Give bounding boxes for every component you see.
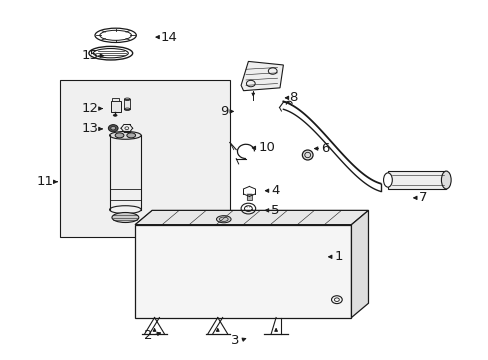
Text: 9: 9 [220, 105, 228, 118]
Ellipse shape [126, 133, 135, 138]
Bar [111, 102, 120, 112]
Bar [246, 194, 251, 201]
Ellipse shape [441, 171, 450, 189]
Text: 5: 5 [271, 204, 279, 217]
Text: 7: 7 [418, 192, 426, 204]
Ellipse shape [383, 173, 391, 187]
Ellipse shape [108, 125, 118, 132]
Polygon shape [135, 210, 368, 225]
Polygon shape [241, 62, 283, 91]
Text: 11: 11 [37, 175, 54, 188]
Ellipse shape [112, 212, 139, 222]
Text: 8: 8 [288, 91, 297, 104]
Bar [135, 225, 351, 318]
Ellipse shape [302, 150, 312, 160]
Text: 12: 12 [81, 102, 99, 115]
Text: 10: 10 [258, 141, 274, 154]
Bar [60, 80, 229, 237]
Bar [112, 98, 118, 102]
Text: 1: 1 [334, 250, 342, 263]
Polygon shape [351, 210, 368, 318]
Bar [387, 171, 446, 189]
Ellipse shape [111, 126, 116, 130]
Text: 14: 14 [161, 31, 177, 44]
Text: 2: 2 [143, 329, 152, 342]
Text: 6: 6 [321, 142, 329, 155]
Ellipse shape [113, 114, 117, 116]
Text: 15: 15 [81, 49, 99, 62]
Ellipse shape [109, 131, 141, 139]
Ellipse shape [216, 216, 231, 223]
Text: 13: 13 [81, 122, 99, 135]
Text: 3: 3 [231, 334, 239, 347]
Text: 4: 4 [271, 184, 279, 197]
Ellipse shape [115, 133, 123, 138]
Bar [124, 99, 130, 109]
